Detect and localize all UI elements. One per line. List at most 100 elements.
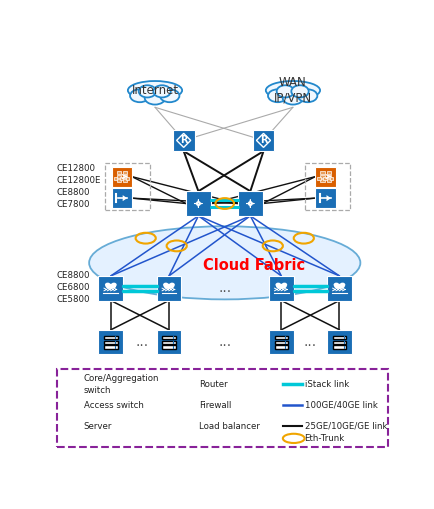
Text: ...: ... <box>135 335 148 349</box>
Ellipse shape <box>291 86 309 97</box>
Ellipse shape <box>130 89 150 102</box>
FancyBboxPatch shape <box>123 179 127 182</box>
FancyBboxPatch shape <box>114 177 117 180</box>
Ellipse shape <box>105 284 116 289</box>
Ellipse shape <box>277 86 294 97</box>
Ellipse shape <box>334 282 339 287</box>
FancyBboxPatch shape <box>316 166 335 187</box>
Text: ...: ... <box>218 281 231 295</box>
FancyBboxPatch shape <box>327 330 352 354</box>
FancyBboxPatch shape <box>320 171 325 174</box>
FancyBboxPatch shape <box>99 276 123 300</box>
Ellipse shape <box>153 86 171 97</box>
FancyBboxPatch shape <box>317 177 321 180</box>
FancyBboxPatch shape <box>67 399 81 412</box>
FancyBboxPatch shape <box>274 341 288 344</box>
FancyBboxPatch shape <box>323 177 327 180</box>
FancyBboxPatch shape <box>67 419 81 433</box>
FancyBboxPatch shape <box>274 346 288 349</box>
FancyBboxPatch shape <box>184 405 186 407</box>
Text: ...: ... <box>218 335 231 349</box>
Text: R: R <box>260 135 267 146</box>
FancyBboxPatch shape <box>182 419 196 433</box>
Ellipse shape <box>276 282 281 287</box>
FancyBboxPatch shape <box>182 399 196 412</box>
Text: Core/Aggregation
switch: Core/Aggregation switch <box>84 375 159 394</box>
Ellipse shape <box>276 284 286 289</box>
FancyBboxPatch shape <box>56 369 388 447</box>
FancyBboxPatch shape <box>70 425 77 427</box>
Ellipse shape <box>163 282 169 287</box>
Polygon shape <box>326 195 331 201</box>
Text: ...: ... <box>303 335 316 349</box>
Ellipse shape <box>164 284 174 289</box>
FancyBboxPatch shape <box>187 405 190 407</box>
FancyBboxPatch shape <box>326 179 331 182</box>
Text: Eth-Trunk: Eth-Trunk <box>305 434 345 443</box>
Text: Router: Router <box>199 380 228 389</box>
Ellipse shape <box>268 89 287 102</box>
FancyBboxPatch shape <box>104 346 118 349</box>
FancyBboxPatch shape <box>186 404 188 406</box>
Polygon shape <box>190 424 193 428</box>
FancyBboxPatch shape <box>157 276 181 300</box>
Ellipse shape <box>266 81 320 100</box>
Ellipse shape <box>70 402 73 405</box>
Ellipse shape <box>128 81 182 100</box>
FancyBboxPatch shape <box>99 330 123 354</box>
FancyBboxPatch shape <box>162 341 176 344</box>
Text: iStack link: iStack link <box>305 380 349 389</box>
FancyBboxPatch shape <box>316 188 335 208</box>
FancyBboxPatch shape <box>70 422 77 425</box>
Text: 100GE/40GE link: 100GE/40GE link <box>305 401 378 410</box>
Ellipse shape <box>283 91 303 104</box>
FancyBboxPatch shape <box>190 401 193 403</box>
Text: Cloud Fabric: Cloud Fabric <box>203 258 305 273</box>
Ellipse shape <box>282 282 287 287</box>
FancyBboxPatch shape <box>192 405 194 407</box>
FancyBboxPatch shape <box>326 175 331 178</box>
Text: R: R <box>185 380 193 389</box>
Ellipse shape <box>89 226 360 299</box>
Text: Server: Server <box>84 421 112 431</box>
FancyBboxPatch shape <box>190 404 193 406</box>
Text: CE8800
CE6800
CE5800: CE8800 CE6800 CE5800 <box>56 271 90 304</box>
Ellipse shape <box>74 402 77 405</box>
Text: Firewall: Firewall <box>199 401 232 410</box>
FancyBboxPatch shape <box>238 191 263 216</box>
FancyBboxPatch shape <box>117 179 121 182</box>
Ellipse shape <box>340 282 345 287</box>
Ellipse shape <box>111 282 117 287</box>
Text: WAN
IP/VPN: WAN IP/VPN <box>274 76 312 104</box>
Ellipse shape <box>71 403 76 406</box>
Text: CE12800
CE12800E
CE8800
CE7800: CE12800 CE12800E CE8800 CE7800 <box>56 164 101 209</box>
Ellipse shape <box>145 91 165 104</box>
Ellipse shape <box>334 284 345 289</box>
FancyBboxPatch shape <box>112 188 132 208</box>
FancyBboxPatch shape <box>157 330 181 354</box>
FancyBboxPatch shape <box>320 179 325 182</box>
FancyBboxPatch shape <box>104 341 118 344</box>
FancyBboxPatch shape <box>332 341 346 344</box>
Text: Internet: Internet <box>132 84 178 97</box>
Text: 25GE/10GE/GE link: 25GE/10GE/GE link <box>305 421 387 431</box>
FancyBboxPatch shape <box>269 276 294 300</box>
FancyBboxPatch shape <box>269 330 294 354</box>
Ellipse shape <box>160 89 179 102</box>
FancyBboxPatch shape <box>186 191 211 216</box>
FancyBboxPatch shape <box>162 335 176 339</box>
Polygon shape <box>123 195 127 201</box>
FancyBboxPatch shape <box>70 428 77 430</box>
Ellipse shape <box>139 86 156 97</box>
FancyBboxPatch shape <box>332 335 346 339</box>
FancyBboxPatch shape <box>274 335 288 339</box>
FancyBboxPatch shape <box>182 378 196 391</box>
FancyBboxPatch shape <box>327 276 352 300</box>
FancyBboxPatch shape <box>329 177 333 180</box>
Text: R: R <box>180 135 187 146</box>
FancyBboxPatch shape <box>332 346 346 349</box>
FancyBboxPatch shape <box>104 335 118 339</box>
FancyBboxPatch shape <box>117 171 121 174</box>
Ellipse shape <box>298 89 317 102</box>
FancyBboxPatch shape <box>326 171 331 174</box>
